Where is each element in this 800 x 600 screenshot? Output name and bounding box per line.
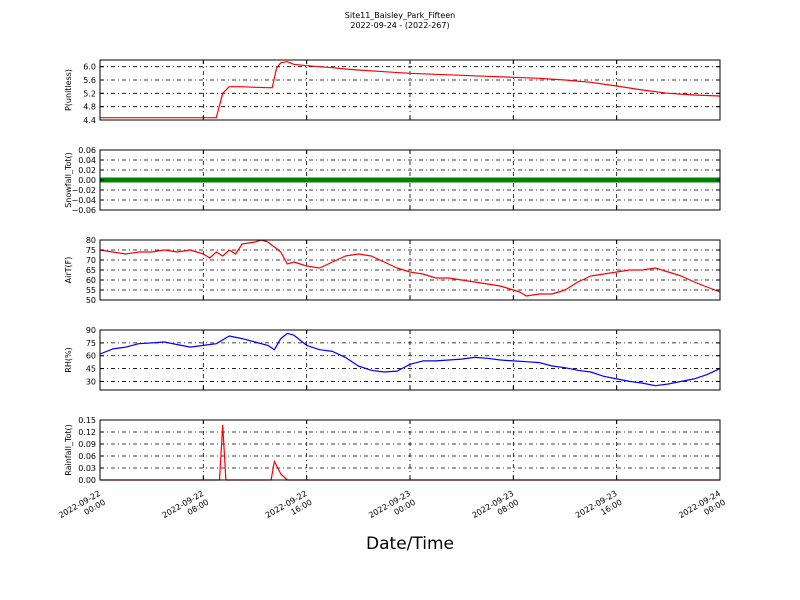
y-tick-label: 30 [86,377,96,386]
y-tick-label: 55 [86,286,96,295]
y-tick-label: 0.09 [78,440,96,449]
y-tick-label: 0.00 [78,476,96,485]
series-line-rh [99,332,721,387]
y-tick-label: −0.02 [71,186,96,195]
chart-subtitle: 2022-09-24 - (2022-267) [350,21,450,30]
y-tick-label: 80 [86,236,96,245]
series-line-airt-f [99,239,721,297]
y-tick-label: 0.00 [78,176,96,185]
y-tick-label: 4.8 [83,103,96,112]
y-axis-label: Snowfall_Tot() [64,152,73,208]
y-tick-label: 60 [86,276,96,285]
x-tick-label: 2022-09-2216:00 [264,489,314,529]
x-axis-label: Date/Time [366,534,454,554]
y-tick-label: 45 [86,365,96,374]
y-tick-label: 75 [86,246,96,255]
x-tick-label: 2022-09-2308:00 [471,489,521,529]
y-tick-label: 6.0 [83,63,96,72]
y-tick-label: 0.12 [78,428,96,437]
y-tick-label: −0.04 [71,196,96,205]
y-tick-label: 4.4 [83,116,96,125]
x-tick-label: 2022-09-2208:00 [161,489,211,529]
y-axis-label: P(unitless) [64,69,73,111]
y-tick-label: 70 [86,256,96,265]
x-tick-label: 2022-09-2400:00 [677,489,727,529]
y-tick-label: 0.03 [78,464,96,473]
x-tick-label: 2022-09-2200:00 [57,489,107,529]
y-tick-label: 0.06 [78,452,96,461]
y-tick-label: 0.06 [78,146,96,155]
y-tick-label: 0.04 [78,156,96,165]
y-tick-label: 75 [86,339,96,348]
y-tick-label: 5.2 [83,89,96,98]
y-axis-label: AirT(F) [64,257,73,284]
y-tick-label: 65 [86,266,96,275]
y-tick-label: 60 [86,352,96,361]
x-tick-label: 2022-09-2300:00 [367,489,417,529]
y-tick-label: 50 [86,296,96,305]
chart-title: Site11_Baisley_Park_Fifteen [344,11,456,20]
y-tick-label: 0.02 [78,166,96,175]
y-axis-label: RH(%) [64,347,73,372]
y-tick-label: 90 [86,326,96,335]
y-tick-label: −0.06 [71,206,96,215]
series-line-p-unitless [100,61,721,119]
y-tick-label: 5.6 [83,76,96,85]
y-tick-label: 0.15 [78,416,96,425]
y-axis-label: Rainfall_Tot() [64,424,73,476]
x-tick-label: 2022-09-2316:00 [574,489,624,529]
